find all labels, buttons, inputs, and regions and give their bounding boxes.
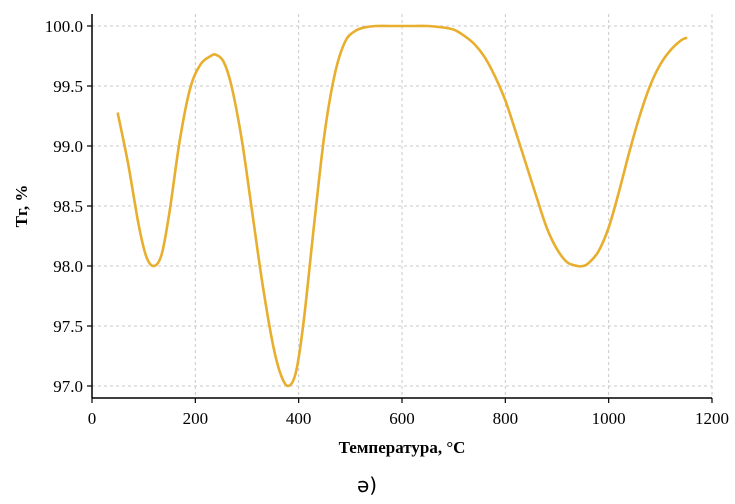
series-line xyxy=(116,24,688,388)
x-tick-label: 800 xyxy=(493,409,519,428)
series xyxy=(116,24,688,388)
x-tick-label: 200 xyxy=(183,409,209,428)
y-tick-label: 97.5 xyxy=(53,317,83,336)
y-tick-label: 99.5 xyxy=(53,77,83,96)
y-tick-label: 99.0 xyxy=(53,137,83,156)
x-tick-label: 0 xyxy=(88,409,97,428)
x-tick-label: 1200 xyxy=(695,409,729,428)
x-axis-label: Температура, °С xyxy=(339,438,466,457)
x-tick-label: 600 xyxy=(389,409,415,428)
x-ticks: 0 200 400 600 800 1000 1200 xyxy=(88,398,729,428)
figure-caption: ә) xyxy=(357,473,377,497)
y-tick-label: 98.5 xyxy=(53,197,83,216)
grid xyxy=(92,14,713,398)
y-ticks: 97.0 97.5 98.0 98.5 99.0 99.5 100.0 xyxy=(45,17,92,396)
x-tick-label: 1000 xyxy=(592,409,626,428)
y-tick-label: 97.0 xyxy=(53,377,83,396)
y-tick-label: 98.0 xyxy=(53,257,83,276)
y-tick-label: 100.0 xyxy=(45,17,83,36)
y-axis-label: Тг, % xyxy=(12,185,31,228)
x-tick-label: 400 xyxy=(286,409,312,428)
